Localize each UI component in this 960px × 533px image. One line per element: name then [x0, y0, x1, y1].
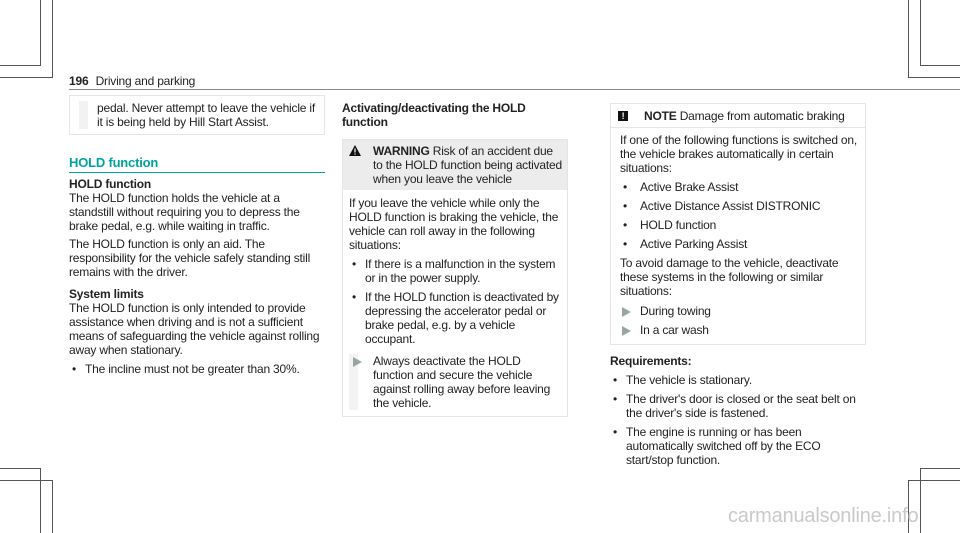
- note-box: ! NOTE Damage from automatic braking If …: [610, 103, 866, 345]
- crop-mark: [40, 468, 41, 533]
- column-2: Activating/deactivating the HOLD functio…: [342, 101, 568, 417]
- list-item: Active Brake Assist: [620, 180, 861, 194]
- action-item: Always deactivate the HOLD function and …: [349, 354, 563, 410]
- list-item: The incline must not be greater than 30%…: [69, 362, 325, 376]
- exclamation-icon: !: [618, 111, 628, 121]
- warning-body: If you leave the vehicle while only the …: [343, 190, 567, 416]
- paragraph: If one of the following functions is swi…: [620, 133, 858, 175]
- paragraph: The HOLD function is only intended to pr…: [69, 301, 320, 357]
- page-header: 196 Driving and parking: [69, 74, 195, 88]
- column-1: pedal. Never attempt to leave the vehicl…: [69, 95, 325, 376]
- action-arrow-icon: [353, 357, 362, 367]
- crop-mark: [920, 0, 921, 66]
- section-name: Driving and parking: [95, 74, 196, 88]
- action-item: During towing: [620, 304, 861, 318]
- requirements: Requirements: The vehicle is stationary.…: [610, 354, 866, 467]
- crop-mark: [0, 77, 53, 78]
- col2-title: Activating/deactivating the HOLD functio…: [342, 101, 526, 129]
- list-item: The vehicle is stationary.: [610, 373, 866, 387]
- header-rule: [69, 89, 960, 90]
- list-item: HOLD function: [620, 218, 861, 232]
- warning-description: Risk of an accident due to the HOLD func…: [373, 144, 562, 186]
- action-bar: [79, 101, 88, 129]
- watermark: carmanualsonline.info: [728, 505, 919, 527]
- list-item: The driver's door is closed or the seat …: [610, 392, 866, 420]
- paragraph: The HOLD function holds the vehicle at a…: [69, 191, 300, 233]
- crop-mark: [0, 480, 53, 481]
- action-arrow-icon: [622, 307, 631, 317]
- warning-text: WARNING Risk of an accident due to the H…: [373, 144, 563, 186]
- crop-mark: [0, 468, 41, 469]
- note-label: NOTE: [644, 109, 677, 123]
- crop-mark: [908, 77, 960, 78]
- action-item: In a car wash: [620, 323, 861, 337]
- paragraph: If you leave the vehicle while only the …: [349, 196, 559, 252]
- list-item: Active Distance Assist DISTRONIC: [620, 199, 861, 213]
- warning-label: WARNING: [373, 144, 430, 158]
- limits-title: System limits: [69, 287, 144, 301]
- list-item: Active Parking Assist: [620, 237, 861, 251]
- warning-header: WARNING Risk of an accident due to the H…: [343, 140, 567, 190]
- note-description: Damage from automatic braking: [679, 109, 845, 123]
- crop-mark: [0, 65, 41, 66]
- note-title: NOTE Damage from automatic braking: [644, 109, 861, 123]
- crop-mark: [40, 0, 41, 66]
- page-number: 196: [69, 74, 89, 88]
- subtitle: HOLD function: [69, 177, 152, 191]
- warning-triangle-icon: [349, 145, 361, 156]
- list-item: The engine is running or has been automa…: [610, 425, 866, 467]
- warning-box: WARNING Risk of an accident due to the H…: [342, 139, 568, 417]
- crop-mark: [920, 468, 921, 533]
- paragraph: To avoid damage to the vehicle, deactiva…: [620, 256, 839, 298]
- action-text: Always deactivate the HOLD function and …: [373, 354, 551, 410]
- list-item: If the HOLD function is deactivated by d…: [349, 290, 563, 346]
- crop-mark: [908, 480, 960, 481]
- crop-mark: [908, 0, 909, 78]
- crop-mark: [920, 65, 960, 66]
- crop-mark: [52, 0, 53, 78]
- column-3: ! NOTE Damage from automatic braking If …: [610, 103, 866, 467]
- action-text: During towing: [640, 304, 711, 318]
- crop-mark: [908, 480, 909, 533]
- action-text: In a car wash: [640, 323, 709, 337]
- crop-mark: [52, 480, 53, 533]
- action-arrow-icon: [622, 326, 631, 336]
- requirements-title: Requirements:: [610, 354, 692, 368]
- note-header: ! NOTE Damage from automatic braking: [611, 104, 865, 128]
- box-text: pedal. Never attempt to leave the vehicl…: [97, 101, 315, 129]
- crop-mark: [920, 468, 960, 469]
- note-body: If one of the following functions is swi…: [611, 128, 865, 344]
- continued-box: pedal. Never attempt to leave the vehicl…: [69, 95, 325, 135]
- section-title: HOLD function: [69, 155, 325, 173]
- list-item: If there is a malfunction in the system …: [349, 257, 563, 285]
- paragraph: The HOLD function is only an aid. The re…: [69, 237, 311, 279]
